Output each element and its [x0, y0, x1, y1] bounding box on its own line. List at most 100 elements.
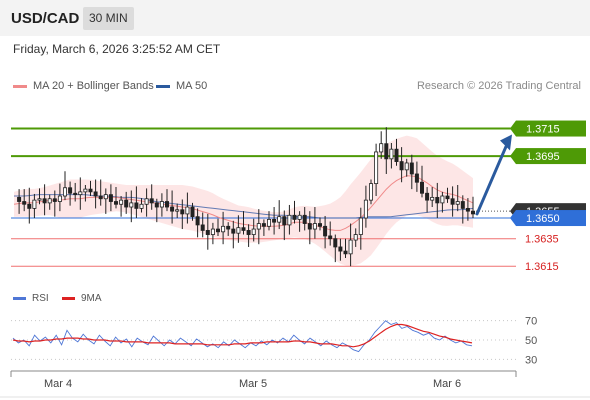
- candle-body: [272, 219, 277, 223]
- candle-body: [63, 187, 68, 197]
- candle-body: [317, 223, 322, 227]
- candle-body: [221, 225, 226, 233]
- candle-body: [139, 203, 144, 209]
- candle-body: [83, 188, 88, 193]
- candle-body: [180, 209, 185, 215]
- x-axis-label-0: Mar 4: [44, 378, 72, 390]
- candle-body: [404, 162, 409, 171]
- rsi-series-rsi: [12, 320, 473, 353]
- candle-body: [302, 214, 307, 224]
- candle-body: [68, 187, 73, 194]
- candle-body: [185, 206, 190, 215]
- candle-body: [414, 173, 419, 183]
- candle-body: [450, 198, 455, 205]
- candle-body: [266, 219, 271, 227]
- candle-body: [465, 207, 470, 212]
- level-label-1: 1.3695: [526, 151, 560, 163]
- level-label-box-1: [516, 148, 586, 165]
- candle-body: [277, 216, 282, 223]
- legend-label-rsi: RSI: [32, 293, 49, 304]
- legend-9ma: 9MA: [62, 293, 102, 304]
- candle-body: [114, 201, 119, 205]
- candle-body: [425, 192, 430, 201]
- candle-body: [470, 210, 475, 215]
- candle-body: [374, 151, 379, 185]
- legend-rsi: RSI: [13, 293, 49, 304]
- candle-body: [129, 202, 134, 208]
- candle-body: [32, 199, 37, 209]
- legend-label-ma50: MA 50: [176, 80, 208, 92]
- rsi-series-9ma: [12, 323, 473, 348]
- candle-body: [57, 195, 62, 202]
- legend-label-ma20: MA 20 + Bollinger Bands: [33, 80, 154, 92]
- candle-body: [215, 228, 220, 233]
- candle-body: [307, 223, 312, 230]
- candle-body: [440, 195, 445, 204]
- candle-body: [119, 199, 124, 205]
- candle-body: [389, 148, 394, 160]
- candle-body: [73, 192, 78, 196]
- candle-body: [338, 246, 343, 252]
- candle-body: [343, 250, 348, 255]
- candle-body: [88, 188, 93, 193]
- candle-body: [435, 196, 440, 204]
- candle-body: [394, 148, 399, 162]
- rsi-tick-label-1: 50: [525, 335, 537, 347]
- candle-body: [17, 196, 22, 202]
- candle-body: [312, 223, 317, 230]
- candle-body: [205, 230, 210, 235]
- candle-body: [164, 201, 169, 208]
- interval-button[interactable]: 30 MIN: [83, 7, 134, 30]
- bollinger-band: [14, 135, 473, 267]
- candle-body: [241, 227, 246, 231]
- candle-body: [200, 224, 205, 231]
- candle-body: [455, 201, 460, 205]
- rsi-tick-label-0: 30: [525, 354, 537, 366]
- legend-swatch-9ma: [62, 296, 75, 300]
- level-label-tip-0: [510, 120, 516, 137]
- candle-body: [282, 216, 287, 226]
- legend-label-9ma: 9MA: [81, 293, 102, 304]
- candle-body: [98, 195, 103, 200]
- candle-body: [368, 183, 373, 201]
- level-label-tip-3: [510, 210, 516, 227]
- candle-body: [226, 225, 231, 230]
- candle-body: [297, 214, 302, 220]
- candle-body: [159, 201, 164, 208]
- level-label-0: 1.3715: [526, 124, 560, 136]
- candle-body: [399, 161, 404, 171]
- candle-body: [27, 203, 32, 209]
- candle-body: [292, 214, 297, 220]
- candle-body: [379, 143, 384, 153]
- candle-body: [149, 198, 154, 204]
- timestamp: Friday, March 6, 2026 3:25:52 AM CET: [13, 42, 221, 56]
- level-label-box-0: [516, 120, 586, 137]
- level-label-tip-1: [510, 148, 516, 165]
- legend-swatch-ma20: [13, 84, 27, 88]
- candle-body: [251, 228, 256, 235]
- candle-body: [246, 230, 251, 235]
- candle-body: [256, 223, 261, 230]
- candle-body: [144, 198, 149, 205]
- candle-body: [170, 206, 175, 212]
- candles: [17, 127, 475, 267]
- candle-body: [261, 223, 266, 227]
- candle-body: [358, 217, 363, 235]
- candle-body: [287, 214, 292, 226]
- projection-arrow-shaft: [475, 145, 508, 216]
- candle-body: [445, 195, 450, 200]
- candle-body: [348, 239, 353, 255]
- level-label-5: 1.3615: [525, 261, 559, 273]
- candle-body: [236, 227, 241, 234]
- candle-body: [42, 198, 47, 204]
- candle-body: [37, 198, 42, 201]
- candle-body: [52, 198, 57, 202]
- candle-body: [460, 201, 465, 209]
- x-axis-label-1: Mar 5: [239, 378, 267, 390]
- candle-body: [323, 225, 328, 237]
- projection-arrow-head: [500, 134, 512, 151]
- symbol-title: USD/CAD: [11, 10, 80, 27]
- candle-body: [190, 206, 195, 218]
- legend-ma50: MA 50: [156, 80, 207, 92]
